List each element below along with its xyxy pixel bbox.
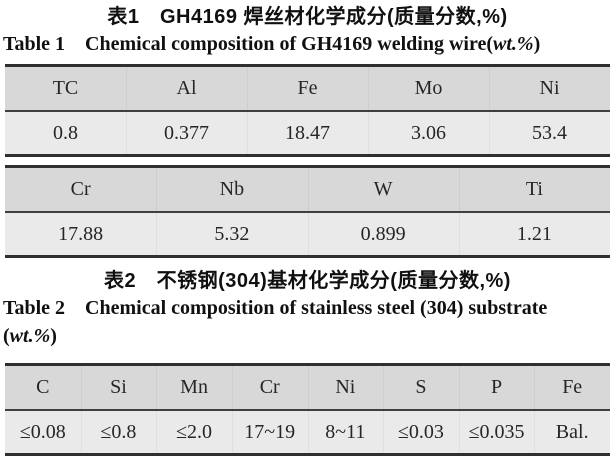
table1-part1: TC Al Fe Mo Ni 0.8 0.377 18.47 3.06 53.4 <box>5 64 610 157</box>
table1-part2-header-row: Cr Nb W Ti <box>5 168 610 211</box>
table2-header-cell: S <box>383 366 459 409</box>
table1-part1-separator-rule <box>5 110 610 112</box>
table2-header-cell: Mn <box>156 366 232 409</box>
table2-value-cell: ≤0.03 <box>383 411 459 453</box>
table2-header-cell: P <box>459 366 535 409</box>
table1-title-english-prefix: Table 1 Chemical composition of GH4169 w… <box>3 33 493 55</box>
table2-header-cell: Cr <box>232 366 308 409</box>
table1-part2-value-cell: 17.88 <box>58 222 104 245</box>
table1-part1-header-cell: Al <box>126 67 247 110</box>
table1-part1-value-row: 0.8 0.377 18.47 3.06 53.4 <box>5 112 610 154</box>
table1-part1-header-cell: Mo <box>368 67 489 110</box>
table1-part1-header-row: TC Al Fe Mo Ni <box>5 67 610 110</box>
table1-part2-header-cell: Nb <box>156 168 307 211</box>
table2-wt-prefix: ( <box>3 325 10 347</box>
table1-part2-value-cell: 0.899 <box>308 213 459 255</box>
table1-title-english: Table 1 Chemical composition of GH4169 w… <box>3 31 613 58</box>
table1-title-chinese: 表1 GH4169 焊丝材化学成分(质量分数,%) <box>107 6 508 28</box>
table1-part2-value-row: 17.88 5.32 0.899 1.21 <box>5 213 610 255</box>
table1-part2-value-cell: 1.21 <box>459 213 610 255</box>
table2-title-english-line1: Table 2 Chemical composition of stainles… <box>3 297 548 319</box>
table2-value-cell: ≤2.0 <box>156 411 232 453</box>
table2: C Si Mn Cr Ni S P Fe ≤0.08 ≤0.8 ≤2.0 17~19 8~11 ≤0.0… <box>5 363 610 456</box>
table1-part2-value-cell: 5.32 <box>156 213 307 255</box>
table1-part2-separator-rule <box>5 211 610 213</box>
table1-part1-header-cell: Fe <box>247 67 368 110</box>
table1-title-english-wt-italic: wt.% <box>493 33 534 55</box>
table2-wt-suffix: ) <box>50 325 57 347</box>
table2-value-cell: 17~19 <box>232 411 308 453</box>
table2-header-row: C Si Mn Cr Ni S P Fe <box>5 366 610 409</box>
table1-part2-header-cell: W <box>308 168 459 211</box>
table2-value-row: ≤0.08 ≤0.8 ≤2.0 17~19 8~11 ≤0.03 ≤0.035 Bal. <box>5 411 610 453</box>
table1-part2-header-cell: Cr <box>70 178 91 200</box>
table1-part1-header-cell: TC <box>52 77 79 99</box>
table2-separator-rule <box>5 409 610 411</box>
table2-value-cell: ≤0.035 <box>459 411 535 453</box>
table2-header-cell: Ni <box>308 366 384 409</box>
table2-value-cell: 8~11 <box>308 411 384 453</box>
table2-header-cell: Fe <box>534 366 610 409</box>
table2-header-cell: Si <box>81 366 157 409</box>
table1-part1-value-cell: 0.377 <box>126 112 247 154</box>
table1-part1-value-cell: 53.4 <box>489 112 610 154</box>
table2-value-cell: ≤0.08 <box>19 420 66 443</box>
table1-part2-header-cell: Ti <box>459 168 610 211</box>
table2-wt-italic: wt.% <box>9 325 51 347</box>
table1-part1-value-cell: 0.8 <box>53 121 78 144</box>
table2-title-english-line2: (wt.%) <box>3 323 613 350</box>
table1-part1-value-cell: 3.06 <box>368 112 489 154</box>
table2-value-cell: ≤0.8 <box>81 411 157 453</box>
table1-title-english-suffix: ) <box>533 33 541 55</box>
table1-part2: Cr Nb W Ti 17.88 5.32 0.899 1.21 <box>5 165 610 258</box>
table2-header-cell: C <box>36 376 50 398</box>
table1-part1-value-cell: 18.47 <box>247 112 368 154</box>
table2-title-chinese: 表2 不锈钢(304)基材化学成分(质量分数,%) <box>104 270 511 292</box>
table1-part1-header-cell: Ni <box>489 67 610 110</box>
table2-value-cell: Bal. <box>534 411 610 453</box>
paper-page: 表1 GH4169 焊丝材化学成分(质量分数,%) Table 1 Chemic… <box>0 4 615 469</box>
